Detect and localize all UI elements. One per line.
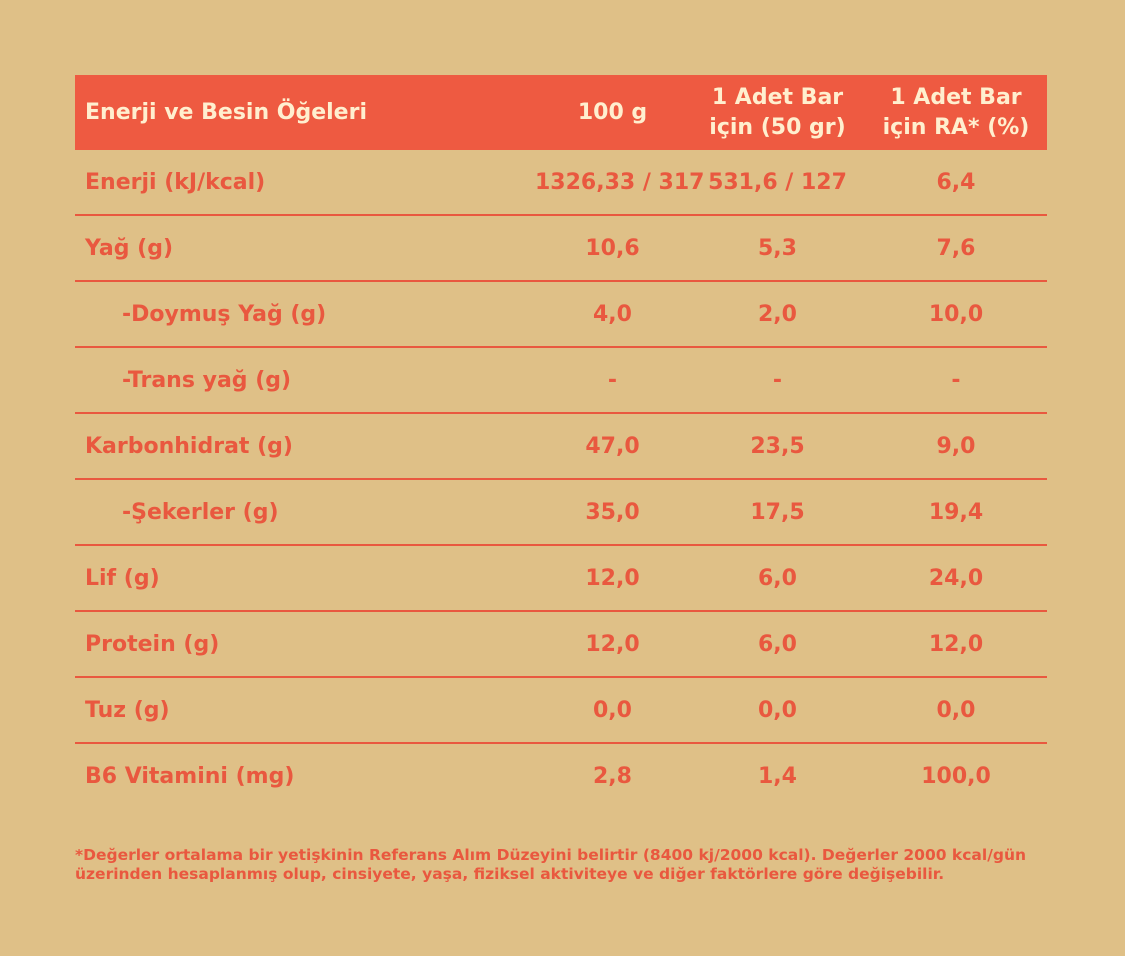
- value-per-100g: 12,0: [585, 631, 640, 657]
- value-ra: 9,0: [936, 433, 976, 459]
- header-per-100g: 100 g: [577, 99, 648, 125]
- value-ra: 0,0: [936, 697, 976, 723]
- value-per-100g: 12,0: [585, 565, 640, 591]
- nutrient-name: Protein (g): [85, 631, 220, 657]
- table-row: Karbonhidrat (g) 47,0 23,5 9,0: [75, 414, 1047, 480]
- nutrient-name: -Trans yağ (g): [122, 367, 292, 393]
- value-per-bar: 6,0: [758, 565, 797, 591]
- value-ra: -: [951, 367, 961, 393]
- table-row: Tuz (g) 0,0 0,0 0,0: [75, 678, 1047, 744]
- value-ra: 24,0: [928, 565, 984, 591]
- nutrient-name: B6 Vitamini (mg): [85, 763, 295, 789]
- value-per-bar: 17,5: [750, 499, 805, 525]
- nutrition-table: Enerji ve Besin Öğeleri 100 g 1 Adet Bar…: [75, 75, 1047, 808]
- value-ra: 100,0: [921, 763, 991, 789]
- header-nutrients: Enerji ve Besin Öğeleri: [85, 100, 367, 125]
- value-per-100g: 35,0: [585, 499, 640, 525]
- table-row: Yağ (g) 10,6 5,3 7,6: [75, 216, 1047, 282]
- header-per-bar: 1 Adet Bar için (50 gr): [690, 83, 865, 143]
- table-row: Lif (g) 12,0 6,0 24,0: [75, 546, 1047, 612]
- value-per-bar: 23,5: [750, 433, 805, 459]
- value-ra: 19,4: [928, 499, 984, 525]
- table-row: -Doymuş Yağ (g) 4,0 2,0 10,0: [75, 282, 1047, 348]
- value-per-100g: -: [607, 367, 618, 393]
- value-ra: 7,6: [936, 235, 976, 261]
- nutrient-name: Tuz (g): [85, 697, 170, 723]
- value-per-bar: 1,4: [758, 763, 797, 789]
- table-header: Enerji ve Besin Öğeleri 100 g 1 Adet Bar…: [75, 75, 1047, 150]
- value-per-100g: 2,8: [593, 763, 632, 789]
- header-ra-percent: 1 Adet Bar için RA* (%): [865, 83, 1047, 143]
- value-per-100g: 4,0: [593, 301, 632, 327]
- value-per-bar: 0,0: [758, 697, 797, 723]
- nutrient-name: Enerji (kJ/kcal): [85, 169, 266, 195]
- value-per-bar: 531,6 / 127: [708, 169, 847, 195]
- nutrient-name: -Şekerler (g): [122, 499, 279, 525]
- value-ra: 10,0: [928, 301, 984, 327]
- value-per-bar: 6,0: [758, 631, 797, 657]
- table-row: B6 Vitamini (mg) 2,8 1,4 100,0: [75, 744, 1047, 808]
- footnote-line1: *Değerler ortalama bir yetişkinin Refera…: [75, 846, 1027, 864]
- value-per-100g: 10,6: [585, 235, 640, 261]
- value-per-bar: -: [772, 367, 783, 393]
- table-row: -Trans yağ (g) - - -: [75, 348, 1047, 414]
- header-per-bar-line1: 1 Adet Bar: [711, 84, 844, 110]
- value-per-bar: 2,0: [758, 301, 797, 327]
- footnote: *Değerler ortalama bir yetişkinin Refera…: [75, 846, 1065, 884]
- header-ra-line2: için RA* (%): [882, 114, 1030, 140]
- table-row: Enerji (kJ/kcal) 1326,33 / 317 531,6 / 1…: [75, 150, 1047, 216]
- header-ra-line1: 1 Adet Bar: [890, 84, 1022, 110]
- value-per-100g: 1326,33 / 317: [535, 169, 705, 195]
- nutrient-name: -Doymuş Yağ (g): [122, 301, 327, 327]
- value-per-bar: 5,3: [758, 235, 797, 261]
- footnote-line2: üzerinden hesaplanmış olup, cinsiyete, y…: [75, 865, 945, 883]
- table-row: -Şekerler (g) 35,0 17,5 19,4: [75, 480, 1047, 546]
- nutrient-name: Lif (g): [85, 565, 160, 591]
- nutrient-name: Karbonhidrat (g): [85, 433, 293, 459]
- value-ra: 12,0: [928, 631, 984, 657]
- value-per-100g: 47,0: [585, 433, 640, 459]
- nutrient-name: Yağ (g): [85, 235, 174, 261]
- table-row: Protein (g) 12,0 6,0 12,0: [75, 612, 1047, 678]
- header-per-bar-line2: için (50 gr): [709, 114, 846, 140]
- value-ra: 6,4: [936, 169, 976, 195]
- value-per-100g: 0,0: [593, 697, 632, 723]
